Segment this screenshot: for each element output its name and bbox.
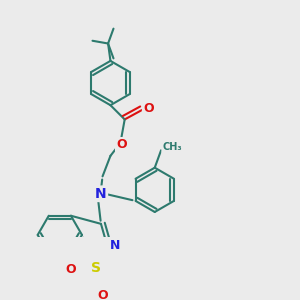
Text: O: O: [97, 289, 108, 300]
Text: O: O: [116, 138, 127, 151]
Text: N: N: [95, 187, 107, 201]
Text: CH₃: CH₃: [162, 142, 182, 152]
Text: S: S: [91, 261, 101, 275]
Text: N: N: [110, 239, 120, 253]
Text: O: O: [143, 102, 154, 115]
Text: O: O: [66, 263, 76, 276]
